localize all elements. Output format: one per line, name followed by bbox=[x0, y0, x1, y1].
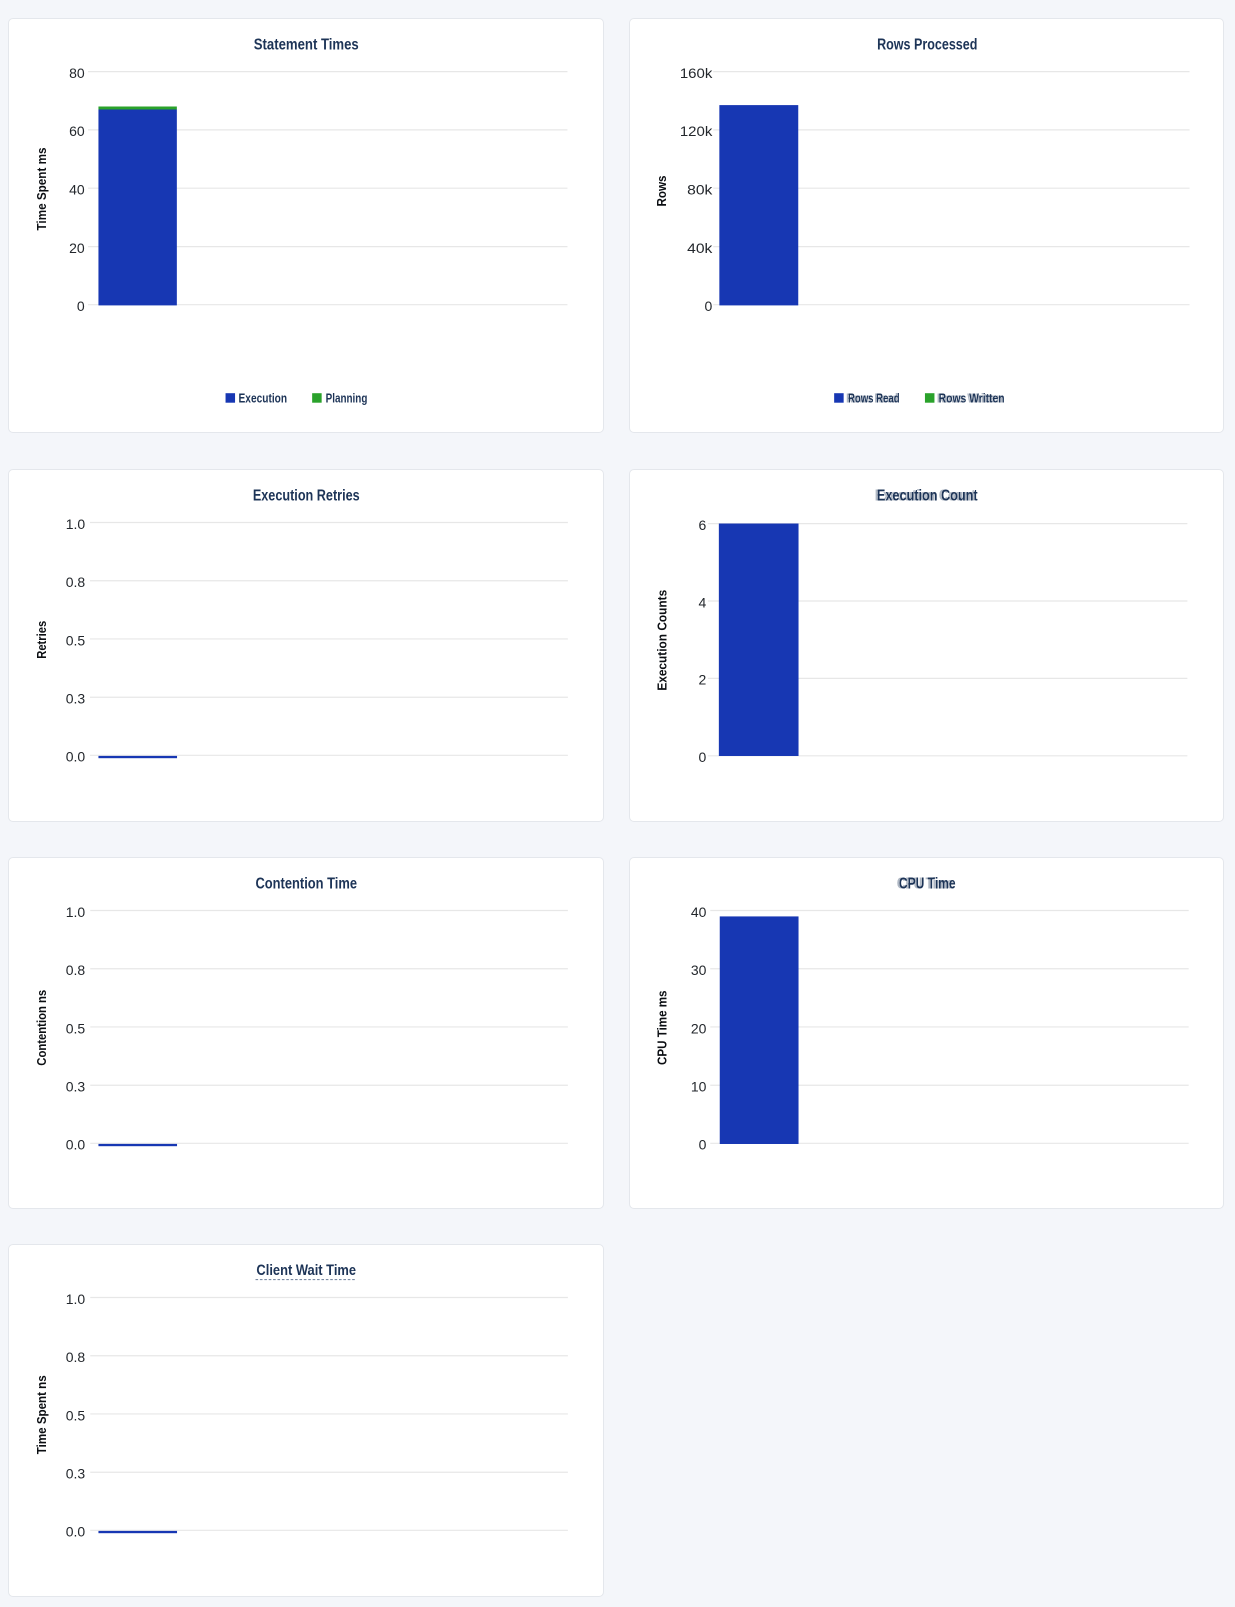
svg-text:0.3: 0.3 bbox=[66, 1078, 86, 1094]
svg-text:0.8: 0.8 bbox=[66, 1349, 86, 1365]
svg-text:Execution Count: Execution Count bbox=[877, 488, 978, 505]
svg-text:Execution Retries: Execution Retries bbox=[253, 488, 360, 505]
svg-text:CPU Time: CPU Time bbox=[899, 875, 956, 892]
svg-text:0.3: 0.3 bbox=[66, 691, 86, 707]
svg-text:Contention ns: Contention ns bbox=[34, 990, 49, 1066]
svg-text:4: 4 bbox=[698, 595, 706, 611]
svg-text:0.3: 0.3 bbox=[66, 1466, 86, 1482]
svg-text:CPU Time: CPU Time bbox=[896, 875, 953, 892]
svg-text:40k: 40k bbox=[687, 240, 713, 256]
svg-text:Retries: Retries bbox=[34, 621, 49, 659]
svg-text:Execution: Execution bbox=[239, 391, 288, 406]
svg-text:Execution Counts: Execution Counts bbox=[654, 590, 669, 691]
svg-text:Rows Read: Rows Read bbox=[846, 391, 898, 406]
svg-text:20: 20 bbox=[691, 1020, 707, 1036]
svg-text:10: 10 bbox=[691, 1078, 707, 1094]
svg-text:160k: 160k bbox=[680, 65, 714, 81]
svg-text:Rows Written: Rows Written bbox=[937, 391, 1003, 406]
svg-text:0: 0 bbox=[704, 298, 712, 314]
svg-text:Rows: Rows bbox=[654, 175, 669, 206]
svg-text:0.0: 0.0 bbox=[66, 749, 86, 765]
svg-text:Planning: Planning bbox=[326, 391, 368, 406]
svg-text:Time Spent ms: Time Spent ms bbox=[34, 147, 49, 230]
svg-text:Execution Count: Execution Count bbox=[874, 488, 975, 505]
svg-text:80k: 80k bbox=[687, 181, 713, 197]
svg-text:Rows Processed: Rows Processed bbox=[877, 36, 977, 53]
svg-text:0.8: 0.8 bbox=[66, 574, 86, 590]
svg-text:0: 0 bbox=[77, 298, 85, 314]
svg-text:0.5: 0.5 bbox=[66, 1408, 86, 1424]
svg-text:60: 60 bbox=[69, 123, 85, 139]
svg-text:CPU Time ms: CPU Time ms bbox=[654, 990, 669, 1064]
svg-text:0: 0 bbox=[698, 749, 706, 765]
svg-text:0.0: 0.0 bbox=[66, 1524, 86, 1540]
svg-text:40: 40 bbox=[691, 904, 707, 920]
svg-text:0.0: 0.0 bbox=[66, 1136, 86, 1152]
svg-text:0.5: 0.5 bbox=[66, 1020, 86, 1036]
svg-text:Contention Time: Contention Time bbox=[255, 875, 357, 892]
svg-text:0: 0 bbox=[698, 1136, 706, 1152]
svg-text:1.0: 1.0 bbox=[66, 516, 86, 532]
svg-text:0.8: 0.8 bbox=[66, 962, 86, 978]
svg-text:Time Spent ns: Time Spent ns bbox=[34, 1376, 49, 1455]
svg-text:Rows Read: Rows Read bbox=[848, 391, 900, 406]
svg-text:6: 6 bbox=[698, 517, 706, 533]
svg-text:30: 30 bbox=[691, 962, 707, 978]
svg-text:120k: 120k bbox=[680, 123, 714, 139]
svg-text:Client Wait Time: Client Wait Time bbox=[256, 1263, 356, 1280]
svg-text:1.0: 1.0 bbox=[66, 1291, 86, 1307]
svg-text:0.5: 0.5 bbox=[66, 633, 86, 649]
svg-text:40: 40 bbox=[69, 181, 85, 197]
svg-text:80: 80 bbox=[69, 65, 85, 81]
svg-text:1.0: 1.0 bbox=[66, 904, 86, 920]
svg-text:20: 20 bbox=[69, 240, 85, 256]
svg-text:Rows Written: Rows Written bbox=[938, 391, 1004, 406]
svg-text:2: 2 bbox=[698, 672, 706, 688]
svg-text:Statement Times: Statement Times bbox=[254, 36, 359, 53]
